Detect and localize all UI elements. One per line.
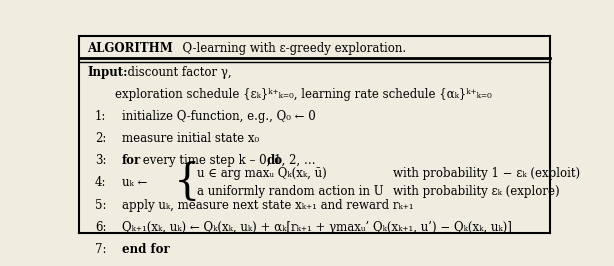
Text: 3:: 3: <box>95 154 106 167</box>
Text: 2:: 2: <box>95 132 106 145</box>
Text: every time step k – 0, 1, 2, …: every time step k – 0, 1, 2, … <box>139 154 319 167</box>
Text: uₖ ←: uₖ ← <box>122 176 147 189</box>
Text: with probability 1 − εₖ (exploit): with probability 1 − εₖ (exploit) <box>393 167 580 180</box>
Text: do: do <box>266 154 282 167</box>
Text: with probability εₖ (explore): with probability εₖ (explore) <box>393 185 560 198</box>
Text: Qₖ₊₁(xₖ, uₖ) ← Qₖ(xₖ, uₖ) + αₖ[rₖ₊₁ + γmaxᵤ’ Qₖ(xₖ₊₁, u’) − Qₖ(xₖ, uₖ)]: Qₖ₊₁(xₖ, uₖ) ← Qₖ(xₖ, uₖ) + αₖ[rₖ₊₁ + γm… <box>122 221 512 234</box>
Text: initialize Q-function, e.g., Q₀ ← 0: initialize Q-function, e.g., Q₀ ← 0 <box>122 110 316 123</box>
Text: for: for <box>122 154 141 167</box>
Text: u ∈ arg maxᵤ Qₖ(xₖ, ū): u ∈ arg maxᵤ Qₖ(xₖ, ū) <box>197 167 327 180</box>
Text: a uniformly random action in U: a uniformly random action in U <box>197 185 384 198</box>
Text: 6:: 6: <box>95 221 106 234</box>
Text: 7:: 7: <box>95 243 106 256</box>
Text: 4:: 4: <box>95 176 106 189</box>
Text: Q-learning with ε-greedy exploration.: Q-learning with ε-greedy exploration. <box>160 42 406 55</box>
Text: Input:: Input: <box>87 66 128 79</box>
Text: 1:: 1: <box>95 110 106 123</box>
Text: 5:: 5: <box>95 199 106 212</box>
Text: ALGORITHM: ALGORITHM <box>87 42 173 55</box>
Text: measure initial state x₀: measure initial state x₀ <box>122 132 259 145</box>
Text: {: { <box>174 161 201 203</box>
Text: apply uₖ, measure next state xₖ₊₁ and reward rₖ₊₁: apply uₖ, measure next state xₖ₊₁ and re… <box>122 199 414 212</box>
Text: exploration schedule {εₖ}ᵏ⁺ₖ₌₀, learning rate schedule {αₖ}ᵏ⁺ₖ₌₀: exploration schedule {εₖ}ᵏ⁺ₖ₌₀, learning… <box>115 88 492 101</box>
Text: discount factor γ,: discount factor γ, <box>120 66 231 79</box>
Text: end for: end for <box>122 243 169 256</box>
